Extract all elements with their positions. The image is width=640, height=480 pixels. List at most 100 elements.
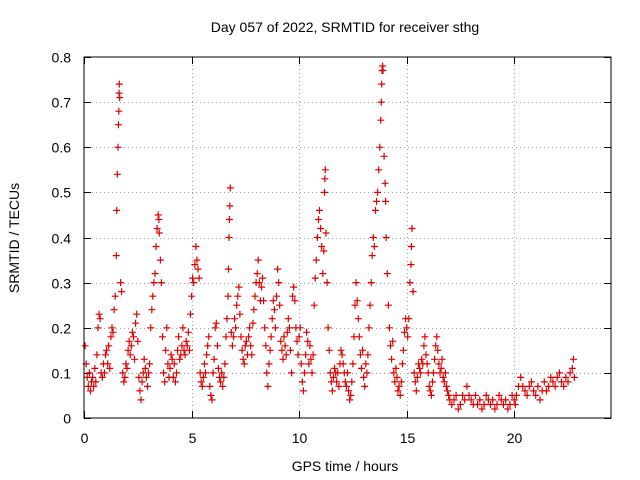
data-point	[349, 360, 357, 368]
data-point	[276, 301, 284, 309]
data-point	[333, 378, 341, 386]
data-point	[183, 342, 191, 350]
data-point	[312, 256, 320, 264]
data-point	[372, 206, 379, 214]
data-point	[181, 351, 189, 359]
data-point	[266, 346, 274, 354]
data-point	[560, 382, 568, 390]
data-point	[344, 369, 351, 377]
y-tick-label: 0	[63, 411, 71, 427]
data-point	[356, 351, 364, 359]
data-point	[210, 355, 218, 363]
data-point	[441, 369, 449, 377]
data-point	[374, 188, 382, 196]
data-point	[491, 405, 499, 413]
data-point	[258, 283, 265, 291]
data-point	[379, 67, 387, 74]
data-point	[523, 391, 531, 399]
data-point	[337, 346, 345, 354]
data-point	[98, 373, 106, 381]
data-point	[110, 306, 118, 314]
data-point	[127, 342, 135, 350]
data-point	[394, 387, 402, 395]
data-point	[316, 206, 323, 214]
data-point	[137, 396, 145, 404]
data-point	[376, 143, 384, 151]
data-point	[228, 342, 236, 350]
data-point	[203, 351, 211, 359]
data-point	[341, 378, 349, 386]
data-point	[362, 360, 370, 368]
data-point	[260, 297, 268, 305]
data-point	[249, 319, 257, 327]
data-point	[452, 391, 460, 399]
plot-frame	[83, 56, 612, 419]
data-point	[144, 382, 151, 390]
data-point	[278, 346, 286, 354]
data-point	[511, 401, 519, 408]
data-point	[274, 265, 282, 273]
data-point	[212, 319, 220, 327]
data-point	[387, 342, 394, 350]
data-point	[220, 373, 228, 381]
data-point	[179, 324, 187, 332]
data-point	[404, 333, 412, 341]
data-point	[282, 351, 290, 359]
data-point	[403, 324, 411, 332]
data-point	[147, 324, 155, 332]
data-point	[253, 270, 261, 278]
data-point	[204, 342, 212, 350]
data-point	[482, 391, 490, 399]
data-point	[141, 364, 149, 372]
data-point	[288, 369, 296, 377]
data-point	[431, 355, 439, 363]
data-point	[398, 360, 406, 368]
data-point	[467, 396, 475, 404]
data-point	[407, 261, 415, 269]
data-point	[320, 247, 328, 255]
data-point	[421, 333, 429, 341]
data-point	[395, 382, 403, 390]
data-point	[136, 387, 144, 395]
y-tick-label: 0.8	[52, 50, 72, 66]
data-point	[235, 283, 243, 291]
data-point	[413, 373, 421, 381]
data-point	[358, 364, 365, 372]
data-point	[302, 351, 310, 359]
y-tick-label: 0.5	[52, 185, 72, 201]
data-point	[408, 225, 416, 232]
data-point	[113, 206, 121, 214]
x-tick-labels: 0 5 10 15 20	[81, 430, 523, 446]
data-point	[190, 279, 198, 287]
data-point	[346, 396, 354, 404]
data-point	[532, 391, 540, 399]
data-point	[150, 279, 158, 287]
data-point	[225, 265, 232, 273]
data-point	[289, 292, 297, 300]
data-point	[113, 170, 121, 178]
data-point	[373, 197, 380, 205]
data-point	[385, 324, 393, 332]
data-point	[209, 369, 217, 377]
data-point	[114, 121, 122, 129]
data-point	[334, 369, 342, 377]
data-point	[112, 252, 120, 260]
data-point	[359, 346, 367, 354]
data-point	[128, 328, 136, 336]
data-point	[355, 333, 363, 341]
data-point	[382, 234, 390, 241]
data-point	[489, 396, 497, 404]
data-point	[199, 373, 207, 381]
data-point	[95, 310, 103, 318]
data-point	[217, 378, 225, 386]
data-point	[504, 405, 512, 413]
data-point	[499, 401, 507, 408]
data-point	[430, 369, 437, 377]
data-point	[233, 301, 241, 309]
data-point	[250, 306, 258, 314]
data-point	[232, 324, 240, 332]
data-point	[517, 373, 525, 381]
chart-title: Day 057 of 2022, SRMTID for receiver sth…	[211, 19, 479, 35]
